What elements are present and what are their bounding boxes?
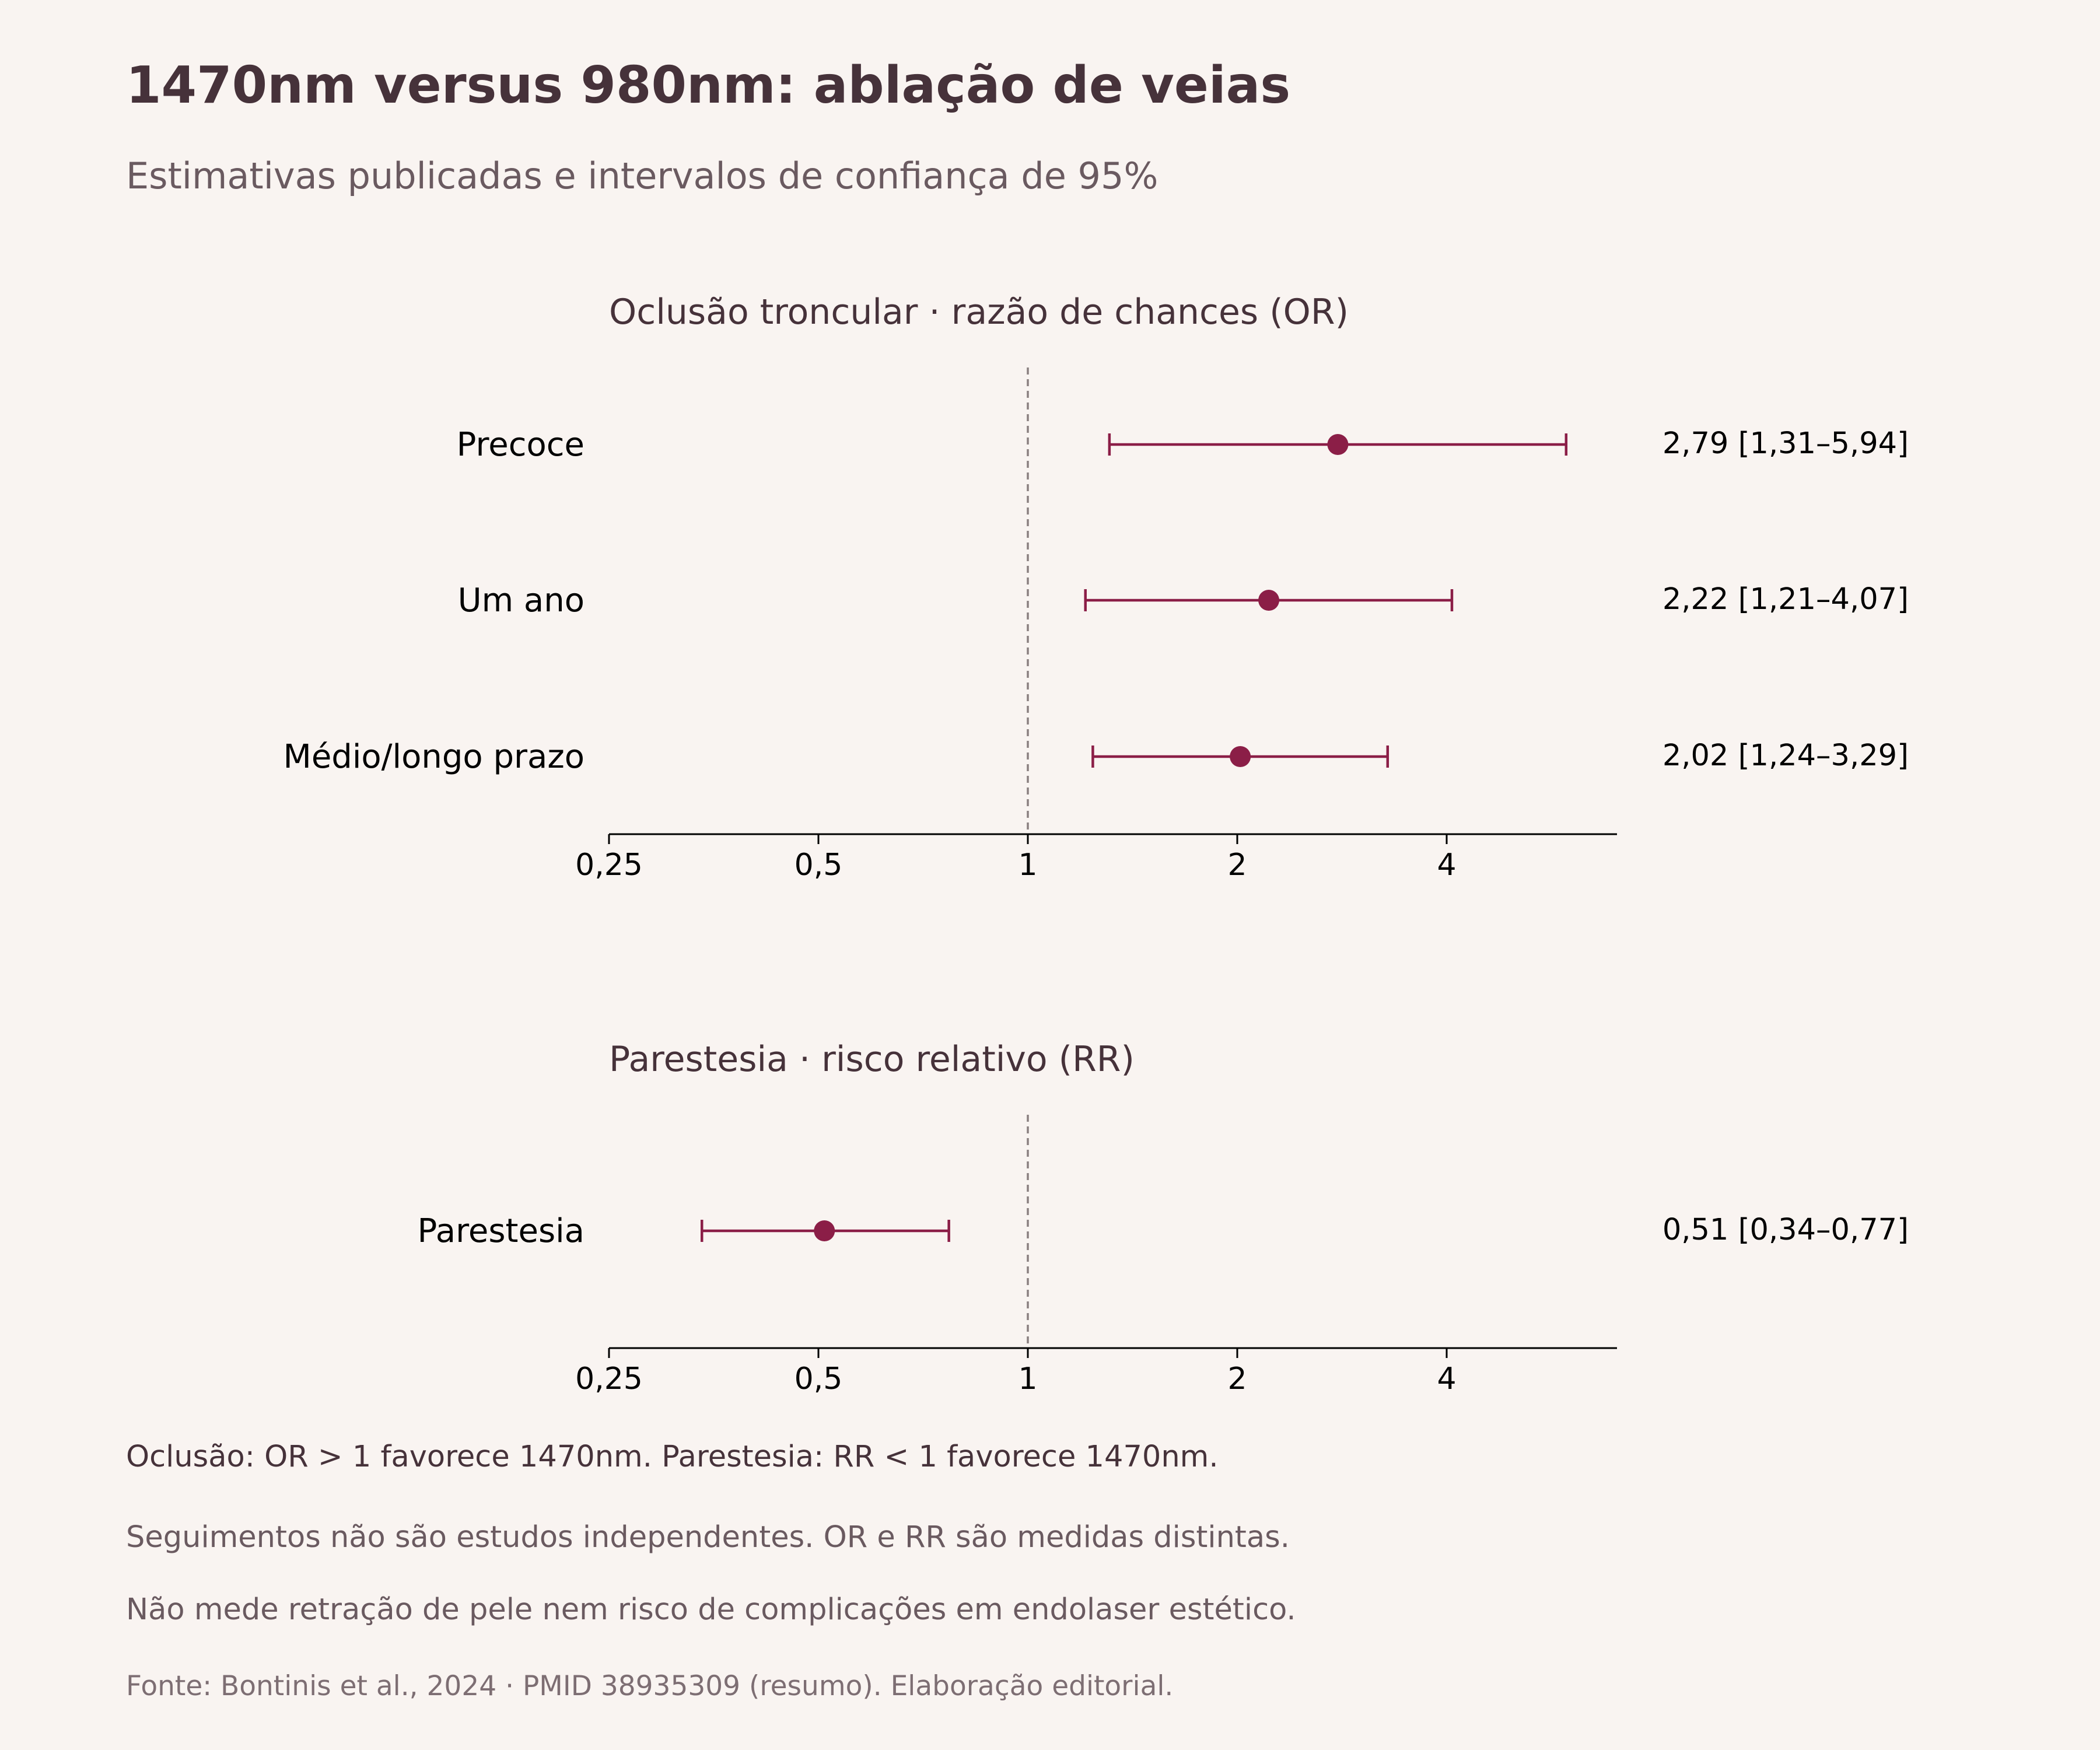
row-label: Um ano xyxy=(458,582,584,620)
note-independence: Seguimentos não são estudos independente… xyxy=(126,1520,1290,1555)
note-interpretation: Oclusão: OR > 1 favorece 1470nm. Pareste… xyxy=(126,1440,1219,1474)
x-tick-label: 1 xyxy=(1018,1362,1037,1396)
source-credit: Fonte: Bontinis et al., 2024 · PMID 3893… xyxy=(126,1670,1174,1702)
value-label: 2,22 [1,21–4,07] xyxy=(1662,582,1909,617)
estimate-point xyxy=(1230,746,1251,767)
estimate-point xyxy=(1327,434,1349,455)
panel-title-occlusion: Oclusão troncular · razão de chances (OR… xyxy=(609,292,1349,332)
x-tick-label: 0,5 xyxy=(794,1362,843,1396)
x-tick-label: 0,5 xyxy=(794,848,843,883)
row-label: Precoce xyxy=(457,426,584,464)
value-label: 2,02 [1,24–3,29] xyxy=(1662,738,1909,773)
x-tick-label: 4 xyxy=(1437,848,1456,883)
x-tick-label: 1 xyxy=(1018,848,1037,883)
note-limitation: Não mede retração de pele nem risco de c… xyxy=(126,1592,1296,1627)
row-label: Parestesia xyxy=(418,1212,584,1250)
estimate-point xyxy=(1258,590,1280,611)
x-tick-label: 2 xyxy=(1227,848,1247,883)
estimate-point xyxy=(814,1220,835,1241)
row-label: Médio/longo prazo xyxy=(284,738,584,776)
x-tick-label: 0,25 xyxy=(575,1362,643,1396)
x-tick-label: 2 xyxy=(1227,1362,1247,1396)
x-tick-label: 0,25 xyxy=(575,848,643,883)
chart-subtitle: Estimativas publicadas e intervalos de c… xyxy=(126,155,1158,197)
value-label: 0,51 [0,34–0,77] xyxy=(1662,1213,1909,1247)
panel-title-paresthesia: Parestesia · risco relativo (RR) xyxy=(609,1039,1135,1080)
value-label: 2,79 [1,31–5,94] xyxy=(1662,426,1909,461)
chart-title: 1470nm versus 980nm: ablação de veias xyxy=(126,55,1291,115)
x-tick-label: 4 xyxy=(1437,1362,1456,1396)
